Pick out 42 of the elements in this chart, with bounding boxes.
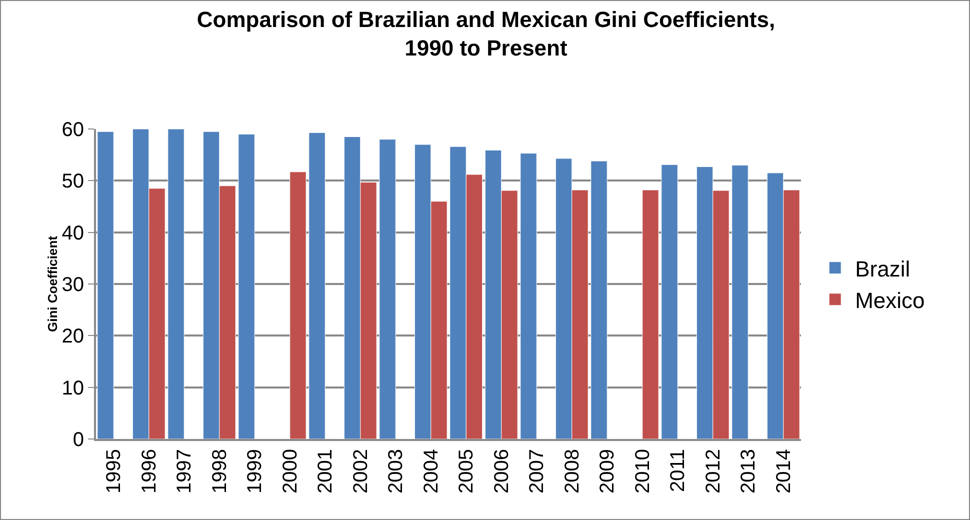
x-tick-label: 2000 [279, 449, 302, 494]
x-tick-label: 2001 [314, 449, 337, 494]
bar [168, 129, 184, 439]
x-tick-label: 1995 [103, 449, 126, 494]
x-tick-label: 2007 [526, 449, 548, 494]
y-axis-title: Gini Coefficient [44, 235, 60, 332]
x-tick-label: 2004 [420, 449, 442, 494]
x-tick-label: 2010 [632, 449, 654, 494]
chart-title: Comparison of Brazilian and Mexican Gini Coefficients, 1990 to Present [196, 7, 776, 61]
bar [661, 164, 678, 439]
x-tick-label: 1998 [208, 449, 231, 494]
bar [732, 164, 748, 439]
x-tick-label: 2008 [561, 449, 584, 494]
bar [238, 134, 255, 439]
x-tick-label: 1996 [138, 449, 160, 494]
x-tick-label: 2003 [385, 449, 408, 494]
legend-label: Brazil [855, 256, 910, 282]
x-tick-label: 1997 [174, 449, 196, 494]
x-tick-label: 1999 [244, 449, 266, 494]
y-tick-label: 40 [62, 222, 84, 244]
y-tick-label: 30 [62, 274, 84, 296]
bar [308, 132, 326, 439]
y-tick-label: 60 [62, 119, 84, 141]
x-tick-label: 2002 [350, 449, 372, 494]
x-tick-label: 2006 [490, 449, 513, 494]
x-tick-label: 2011 [667, 449, 690, 492]
x-tick-label: 2012 [702, 449, 724, 494]
x-tick-label: 2005 [456, 449, 478, 494]
y-tick-label: 20 [62, 326, 84, 348]
bar [379, 139, 396, 439]
x-tick-label: 2009 [596, 449, 619, 494]
y-tick-label: 0 [72, 429, 84, 451]
x-tick-label: 2014 [772, 449, 795, 494]
bar [290, 172, 306, 439]
legend-label: Mexico [855, 288, 925, 313]
bar [520, 153, 537, 439]
bar [642, 190, 659, 439]
x-tick-label: 2013 [738, 449, 760, 494]
bar [97, 131, 114, 439]
y-tick-label: 50 [62, 170, 84, 193]
y-tick-label: 10 [62, 377, 84, 400]
bar [590, 160, 608, 439]
